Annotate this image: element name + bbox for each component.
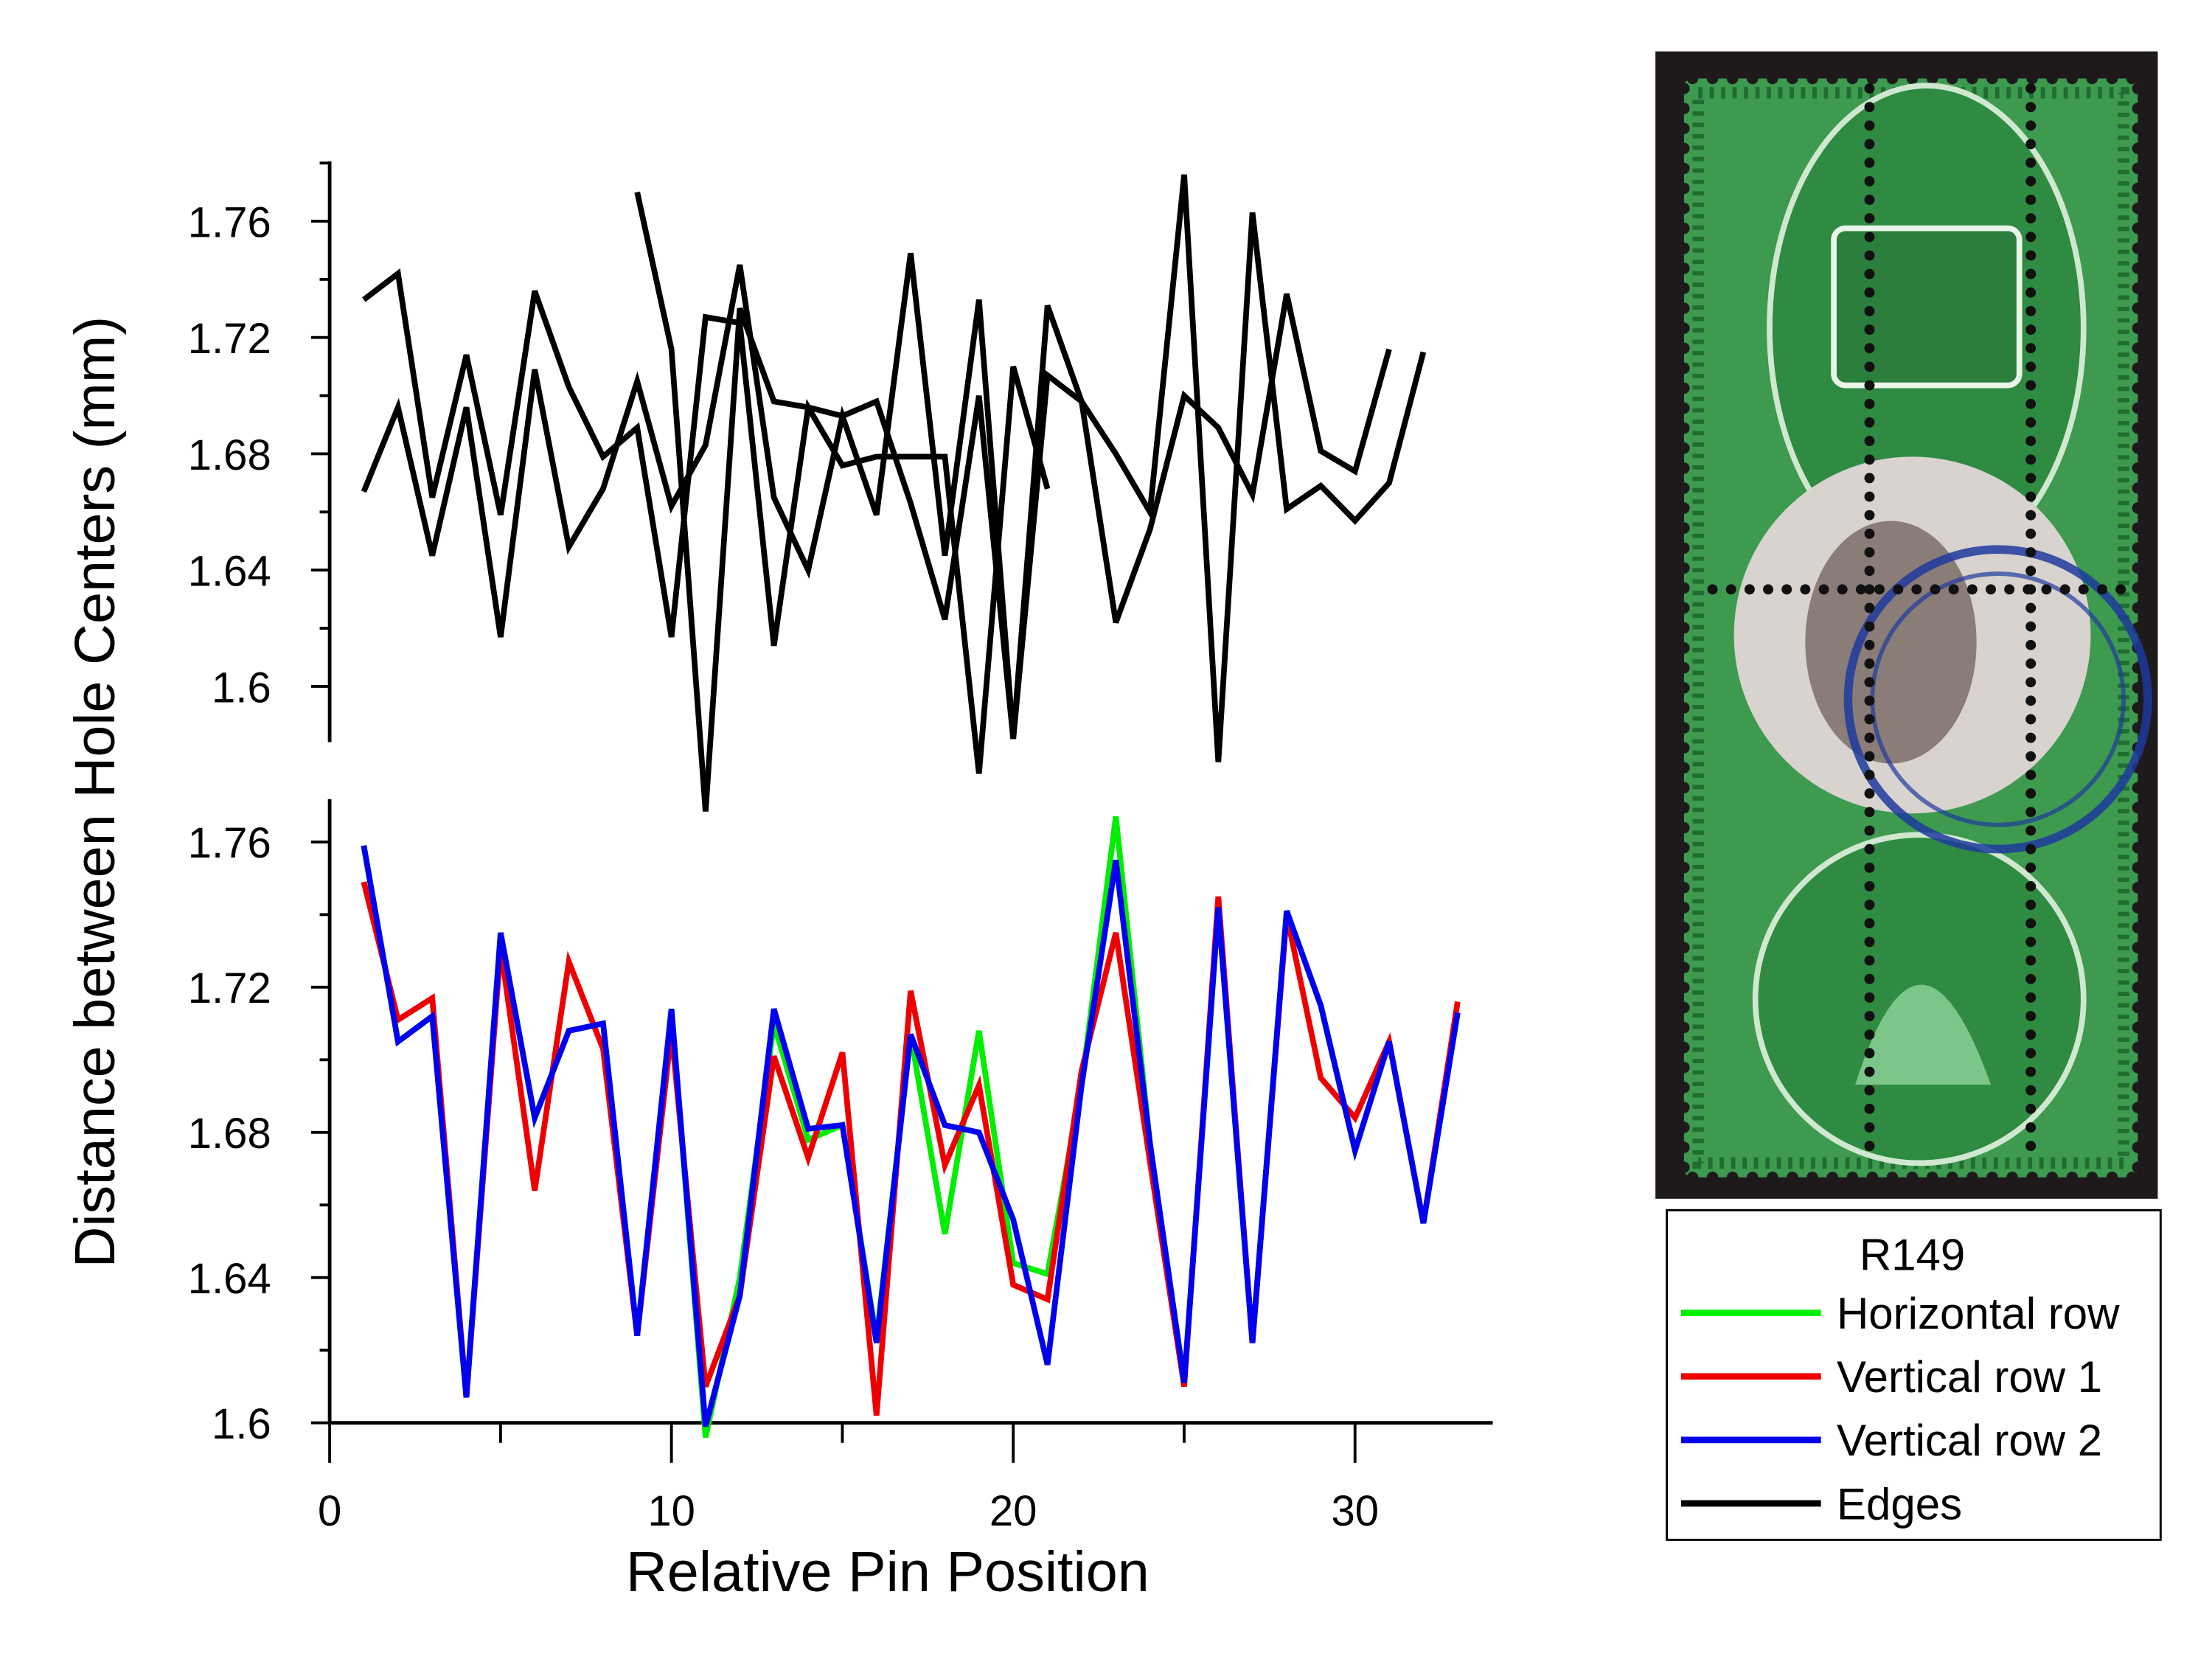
- legend-entry: Edges: [1681, 1479, 1962, 1528]
- series-line-edges: [361, 252, 1392, 740]
- x-tick-label: 20: [990, 1487, 1037, 1535]
- x-axis-label: Relative Pin Position: [626, 1540, 1150, 1604]
- x-tick-label: 30: [1331, 1487, 1379, 1535]
- series-line-edges: [634, 174, 1427, 812]
- y-tick-label: 1.68: [188, 431, 271, 479]
- y-tick-label: 1.64: [188, 1255, 271, 1303]
- x-tick-label: 10: [647, 1487, 695, 1535]
- y-tick-label: 1.72: [188, 315, 271, 363]
- legend-label: Edges: [1837, 1479, 1962, 1528]
- y-tick-label: 1.6: [212, 664, 271, 712]
- legend-entry: Vertical row 2: [1681, 1416, 2102, 1465]
- bottom-panel: 1.6 1.64 1.68 1.72 1.76 0 10 20 30: [188, 799, 1493, 1535]
- series-line-edges: [362, 268, 1051, 774]
- legend: R149 Horizontal row Vertical row 1 Vertica…: [1666, 1208, 2162, 1541]
- x-tick-label: 0: [318, 1487, 341, 1535]
- y-tick-label: 1.76: [188, 198, 271, 246]
- legend-entry: Vertical row 1: [1681, 1352, 2102, 1402]
- y-tick-label: 1.76: [188, 819, 271, 867]
- y-tick-label: 1.68: [188, 1110, 271, 1158]
- top-panel: 1.6 1.64 1.68 1.72 1.76: [188, 161, 1427, 812]
- stamp-image: [1655, 51, 2158, 1199]
- legend-label: Vertical row 2: [1837, 1416, 2102, 1465]
- legend-entry: Horizontal row: [1681, 1289, 2120, 1338]
- legend-title: R149: [1860, 1231, 1965, 1280]
- series-line-vertical-row-2: [361, 845, 1461, 1427]
- y-tick-label: 1.72: [188, 964, 271, 1012]
- legend-label: Vertical row 1: [1837, 1352, 2102, 1402]
- y-tick-label: 1.64: [188, 548, 271, 596]
- y-axis-label: Distance between Hole Centers (mm): [63, 316, 127, 1268]
- y-tick-label: 1.6: [212, 1400, 271, 1448]
- legend-label: Horizontal row: [1837, 1289, 2120, 1338]
- series-line-vertical-row-1: [361, 881, 1461, 1416]
